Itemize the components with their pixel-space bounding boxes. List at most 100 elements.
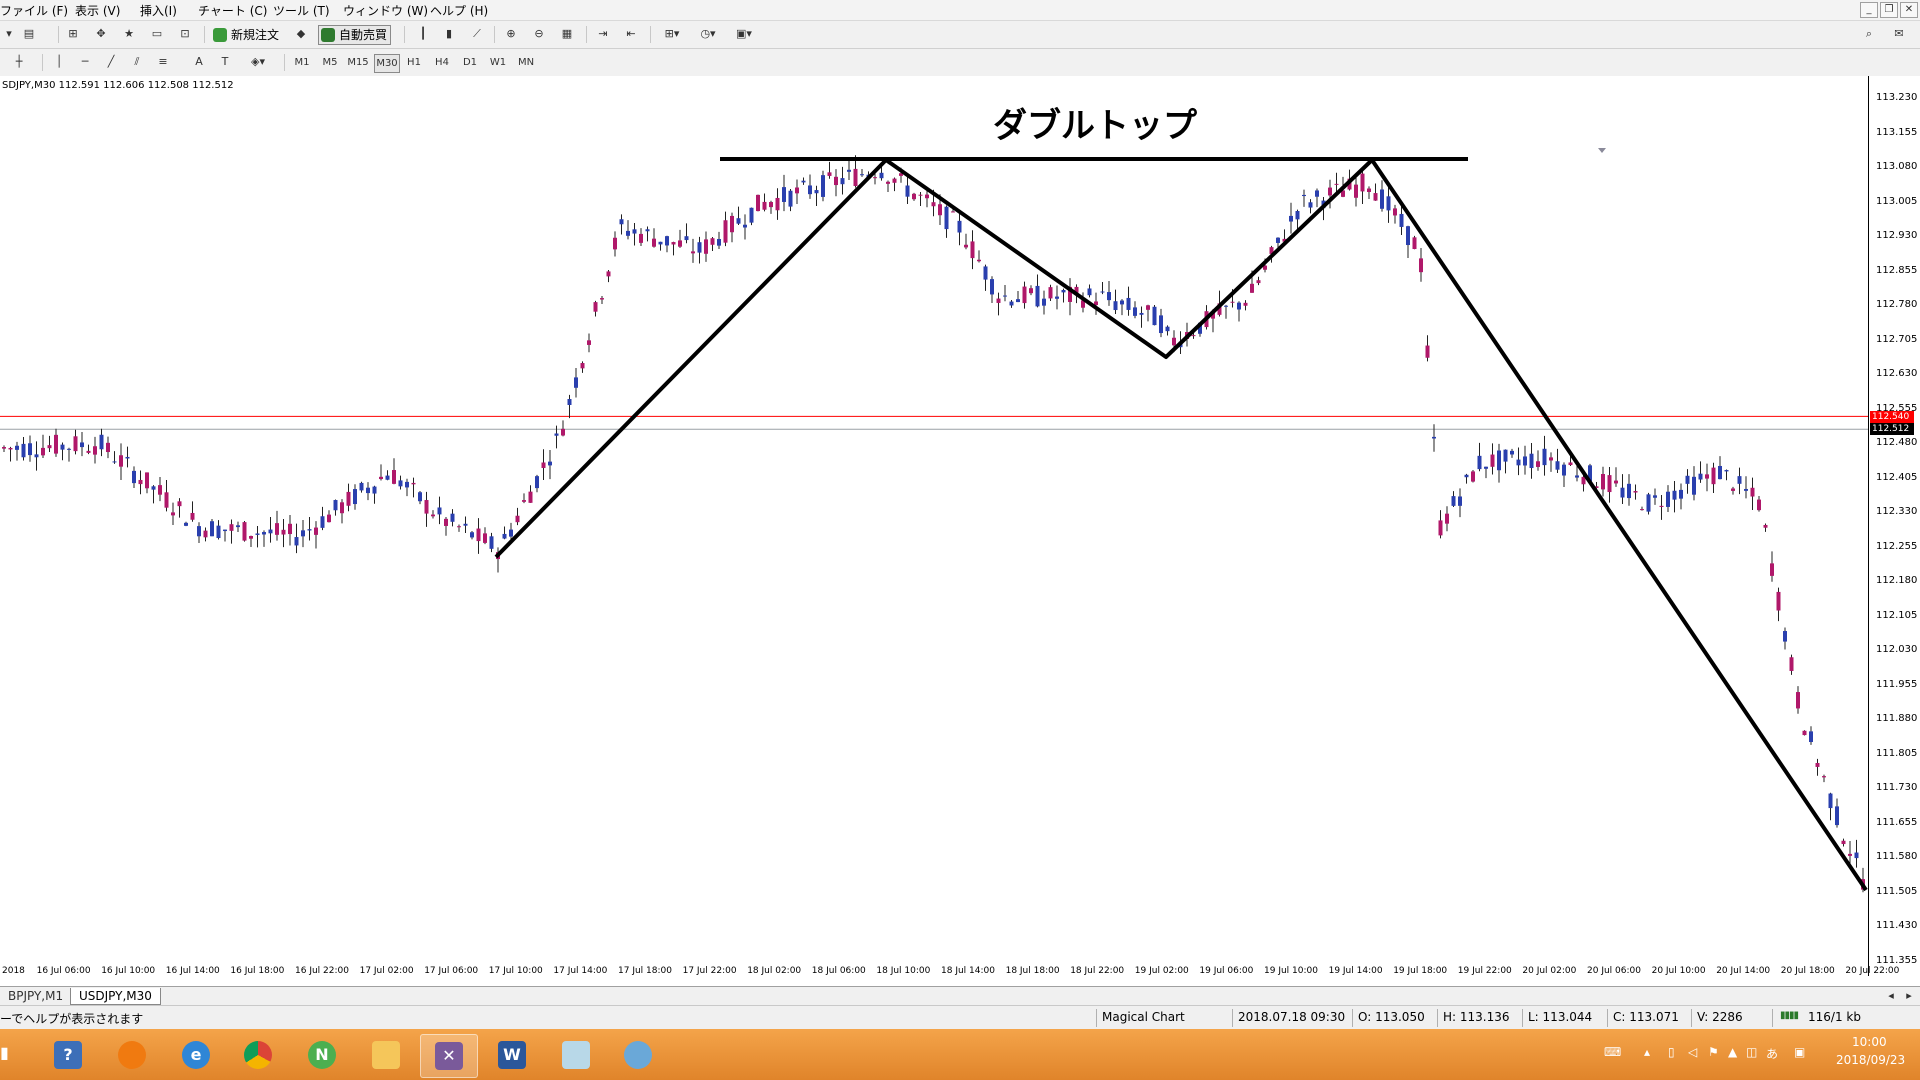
timeframe-m1[interactable]: M1 [294, 57, 310, 68]
close-icon[interactable]: ✕ [1900, 2, 1918, 18]
bearish-candle [132, 470, 136, 484]
templates-icon[interactable]: ▣▾ [736, 27, 752, 40]
notification-icon[interactable]: ▣ [1794, 1045, 1806, 1059]
bearish-candle [372, 486, 377, 494]
bullish-candle [639, 233, 643, 243]
trendline-icon[interactable]: ╱ [107, 55, 115, 68]
price-tick-label: 111.580 [1876, 851, 1918, 862]
crosshair-icon[interactable]: ┼ [15, 55, 23, 68]
menu-tools[interactable]: ツール (T) [273, 4, 330, 18]
taskbar-paint-app[interactable] [610, 1034, 666, 1076]
menu-insert[interactable]: 挿入(I) [140, 4, 177, 18]
minimize-icon[interactable]: _ [1860, 2, 1878, 18]
bearish-candle [957, 220, 962, 233]
bearish-candle [1295, 211, 1300, 220]
restore-icon[interactable]: ❐ [1880, 2, 1898, 18]
autoscroll-icon[interactable]: ⇥ [598, 27, 608, 40]
fibonacci-icon[interactable]: ≡ [158, 55, 168, 68]
tester-icon[interactable]: ⊡ [180, 27, 190, 40]
tab-usdjpy-m30[interactable]: USDJPY,M30 [70, 988, 161, 1005]
text-label-icon[interactable]: T [221, 55, 229, 68]
vertical-line-icon[interactable]: │ [55, 55, 63, 68]
chat-icon[interactable]: ✉ [1894, 27, 1904, 40]
status-help-text: ーでヘルプが表示されます [0, 1012, 144, 1026]
ie-icon: e [182, 1041, 210, 1069]
taskbar-green-app[interactable]: N [294, 1034, 350, 1076]
scroll-right-icon[interactable]: ▸ [1906, 989, 1912, 1002]
timeframe-m5[interactable]: M5 [322, 57, 338, 68]
shapes-icon[interactable]: ◈▾ [251, 55, 265, 68]
bearish-candle [1854, 852, 1859, 859]
tray-expand-icon[interactable]: ▴ [1644, 1045, 1651, 1059]
bearish-candle [1289, 215, 1293, 222]
price-tick-label: 111.730 [1876, 782, 1918, 793]
menu-help[interactable]: ヘルプ (H) [430, 4, 489, 18]
bullish-candle [1217, 303, 1222, 315]
timeframe-mn[interactable]: MN [517, 57, 535, 68]
candlestick-icon[interactable]: ▮ [445, 27, 453, 40]
metaeditor-icon[interactable]: ◆ [296, 27, 306, 40]
timeframe-h4[interactable]: H4 [435, 57, 449, 68]
bullish-candle [1614, 480, 1618, 484]
taskbar-file-explorer[interactable] [358, 1034, 414, 1076]
timeframe-d1[interactable]: D1 [462, 57, 478, 68]
timeframe-m30[interactable]: M30 [374, 54, 400, 73]
timeframe-w1[interactable]: W1 [489, 57, 507, 68]
dropdown-icon[interactable]: ▾ [6, 27, 12, 40]
terminal-icon[interactable]: ▭ [151, 27, 163, 40]
bearish-candle [567, 399, 572, 406]
double-top-trendlines [494, 158, 1868, 892]
bearish-candle [197, 526, 201, 537]
channel-icon[interactable]: ⫽ [134, 55, 140, 68]
network-icon[interactable]: ▲ [1728, 1045, 1738, 1059]
navigator-icon[interactable]: ✥ [96, 27, 106, 40]
new-order-button[interactable]: 新規注文 [210, 25, 283, 45]
zoom-out-icon[interactable]: ⊖ [534, 27, 544, 40]
ime-indicator[interactable]: あ [1766, 1047, 1779, 1061]
timeframe-h1[interactable]: H1 [407, 57, 421, 68]
periods-icon[interactable]: ◷▾ [700, 27, 716, 40]
volume-icon[interactable]: ◁ [1688, 1045, 1698, 1059]
bullish-candle [723, 220, 728, 243]
scroll-left-icon[interactable]: ◂ [1888, 989, 1894, 1002]
start-icon[interactable]: ▮ [0, 1043, 9, 1062]
indicators-icon[interactable]: ⊞▾ [664, 27, 680, 40]
tab-gbpjpy-m1[interactable]: BPJPY,M1 [8, 989, 64, 1003]
bar-chart-icon[interactable]: ┃ [419, 27, 427, 40]
taskbar-ie-browser[interactable]: e [168, 1034, 224, 1076]
bullish-candle [1594, 486, 1599, 488]
text-icon[interactable]: A [195, 55, 203, 68]
menu-chart[interactable]: チャート (C) [198, 4, 268, 18]
market-watch-icon[interactable]: ⊞ [68, 27, 78, 40]
taskbar-notes-app[interactable] [548, 1034, 604, 1076]
taskbar-orange-app[interactable] [104, 1034, 160, 1076]
taskbar-mt4-app[interactable]: ✕ [420, 1034, 478, 1078]
bullish-candle [1659, 505, 1664, 507]
taskbar-help-app[interactable]: ? [40, 1034, 96, 1076]
line-chart-icon[interactable]: ⟋ [473, 27, 481, 40]
zoom-in-icon[interactable]: ⊕ [506, 27, 516, 40]
auto-trading-button[interactable]: 自動売買 [318, 25, 392, 45]
search-icon[interactable]: ⌕ [1865, 27, 1873, 40]
taskbar-word-app[interactable]: W [484, 1034, 540, 1076]
keyboard-icon[interactable]: ⌨ [1604, 1045, 1622, 1059]
taskbar-chrome-browser[interactable] [230, 1034, 286, 1076]
bearish-candle [632, 229, 637, 234]
bearish-candle [15, 445, 19, 450]
tile-windows-icon[interactable]: ▦ [561, 27, 573, 40]
time-tick-label: 20 Jul 10:00 [1651, 966, 1706, 976]
price-chart[interactable] [0, 76, 1920, 984]
flag-icon[interactable]: ⚑ [1708, 1045, 1719, 1059]
bearish-candle [1562, 464, 1566, 476]
candlestick-chart[interactable] [0, 76, 1920, 984]
bullish-candle [1074, 286, 1079, 293]
chart-shift-icon[interactable]: ⇤ [626, 27, 636, 40]
menu-view[interactable]: 表示 (V) [75, 4, 121, 18]
menu-file[interactable]: ファイル (F) [0, 4, 69, 18]
bearish-candle [255, 533, 260, 535]
favorites-icon[interactable]: ★ [124, 27, 134, 40]
timeframe-m15[interactable]: M15 [347, 57, 369, 68]
profiles-icon[interactable]: ▤ [23, 27, 35, 40]
menu-window[interactable]: ウィンドウ (W) [343, 4, 429, 18]
horizontal-line-icon[interactable]: ─ [81, 55, 89, 68]
